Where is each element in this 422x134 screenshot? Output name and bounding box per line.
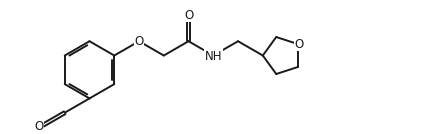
Text: NH: NH	[205, 50, 222, 63]
Text: O: O	[184, 9, 193, 22]
Text: O: O	[34, 120, 43, 133]
Text: O: O	[295, 38, 303, 51]
Text: O: O	[134, 35, 143, 48]
